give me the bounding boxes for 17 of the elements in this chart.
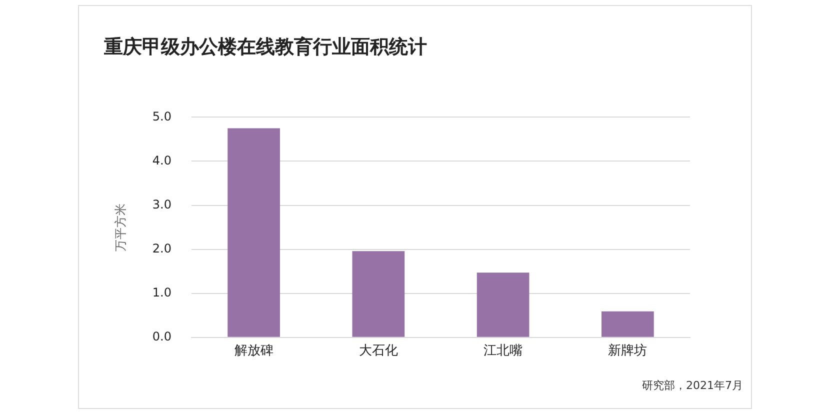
x-tick-label: 解放碑 xyxy=(234,344,274,359)
y-axis-title: 万平方米 xyxy=(113,203,128,252)
y-tick-label: 5.0 xyxy=(152,109,172,124)
text: 研究部，2021年7月 xyxy=(642,378,743,393)
bar xyxy=(476,272,530,337)
y-tick-label: 4.0 xyxy=(152,153,172,168)
bar xyxy=(602,311,654,337)
y-tick-label: 3.0 xyxy=(152,197,172,212)
y-tick-label: 0.0 xyxy=(152,330,172,344)
y-tick-label: 2.0 xyxy=(152,241,172,256)
bar xyxy=(228,128,280,337)
bar xyxy=(352,251,405,337)
y-tick-label: 1.0 xyxy=(152,285,172,300)
x-tick-label: 江北嘴 xyxy=(484,344,523,359)
chart-title: 重庆甲级办公楼在线教育行业面积统计 xyxy=(104,35,427,60)
x-tick-label: 新牌坊 xyxy=(608,344,648,359)
x-tick-label: 大石化 xyxy=(358,344,398,359)
